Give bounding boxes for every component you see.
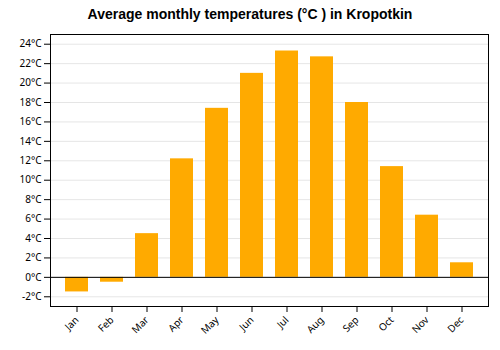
svg-text:-2°C: -2°C	[22, 289, 42, 303]
svg-text:Apr: Apr	[165, 313, 187, 335]
svg-text:0°C: 0°C	[25, 270, 42, 284]
svg-text:24°C: 24°C	[19, 36, 42, 50]
svg-text:May: May	[197, 312, 222, 337]
svg-text:14°C: 14°C	[19, 134, 42, 148]
svg-text:Oct: Oct	[375, 313, 397, 335]
svg-text:12°C: 12°C	[19, 153, 42, 167]
svg-text:20°C: 20°C	[19, 75, 42, 89]
svg-text:4°C: 4°C	[25, 231, 42, 245]
svg-text:2°C: 2°C	[25, 250, 42, 264]
svg-text:Jun: Jun	[235, 313, 256, 334]
svg-text:Feb: Feb	[94, 313, 116, 335]
svg-text:8°C: 8°C	[25, 192, 42, 206]
svg-text:16°C: 16°C	[19, 114, 42, 128]
svg-text:Dec: Dec	[444, 313, 467, 336]
svg-text:Jul: Jul	[273, 313, 292, 332]
svg-text:18°C: 18°C	[19, 95, 42, 109]
svg-text:10°C: 10°C	[19, 172, 42, 186]
svg-text:22°C: 22°C	[19, 56, 42, 70]
svg-text:Sep: Sep	[339, 313, 361, 335]
html-text:Average monthly temperatures (: Average monthly temperatures (°C ) in Kr…	[87, 6, 413, 22]
svg-text:Jan: Jan	[61, 313, 82, 334]
svg-text:Nov: Nov	[408, 312, 432, 336]
svg-text:Mar: Mar	[128, 313, 151, 336]
svg-text:6°C: 6°C	[25, 211, 42, 225]
svg-text:Aug: Aug	[303, 313, 326, 336]
